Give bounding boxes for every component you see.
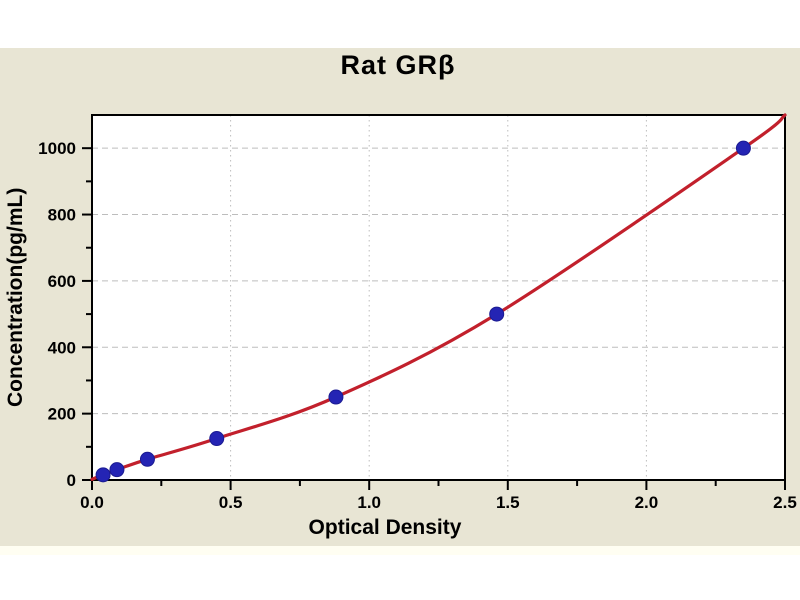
y-tick-label: 0 [67, 471, 76, 490]
y-tick-label: 800 [48, 206, 76, 225]
data-point [489, 306, 505, 322]
x-tick-label: 0.0 [80, 493, 104, 512]
x-tick-label: 1.5 [496, 493, 520, 512]
data-point [95, 467, 111, 483]
x-tick-label: 2.0 [635, 493, 659, 512]
data-point [735, 140, 751, 156]
x-tick-label: 2.5 [773, 493, 797, 512]
data-point [109, 462, 125, 478]
data-point [328, 389, 344, 405]
y-axis-title: Concentration(pg/mL) [4, 187, 27, 408]
chart-title: Rat GRβ [340, 50, 456, 80]
data-point [139, 451, 155, 467]
x-tick-label: 0.5 [219, 493, 243, 512]
x-axis-title: Optical Density [308, 516, 462, 539]
y-tick-label: 600 [48, 272, 76, 291]
y-tick-label: 400 [48, 338, 76, 357]
plot-area [92, 115, 785, 480]
y-tick-label: 1000 [38, 139, 76, 158]
plot-background-band-strip [0, 546, 800, 555]
y-tick-label: 200 [48, 405, 76, 424]
data-point [209, 431, 225, 447]
x-tick-label: 1.0 [357, 493, 381, 512]
